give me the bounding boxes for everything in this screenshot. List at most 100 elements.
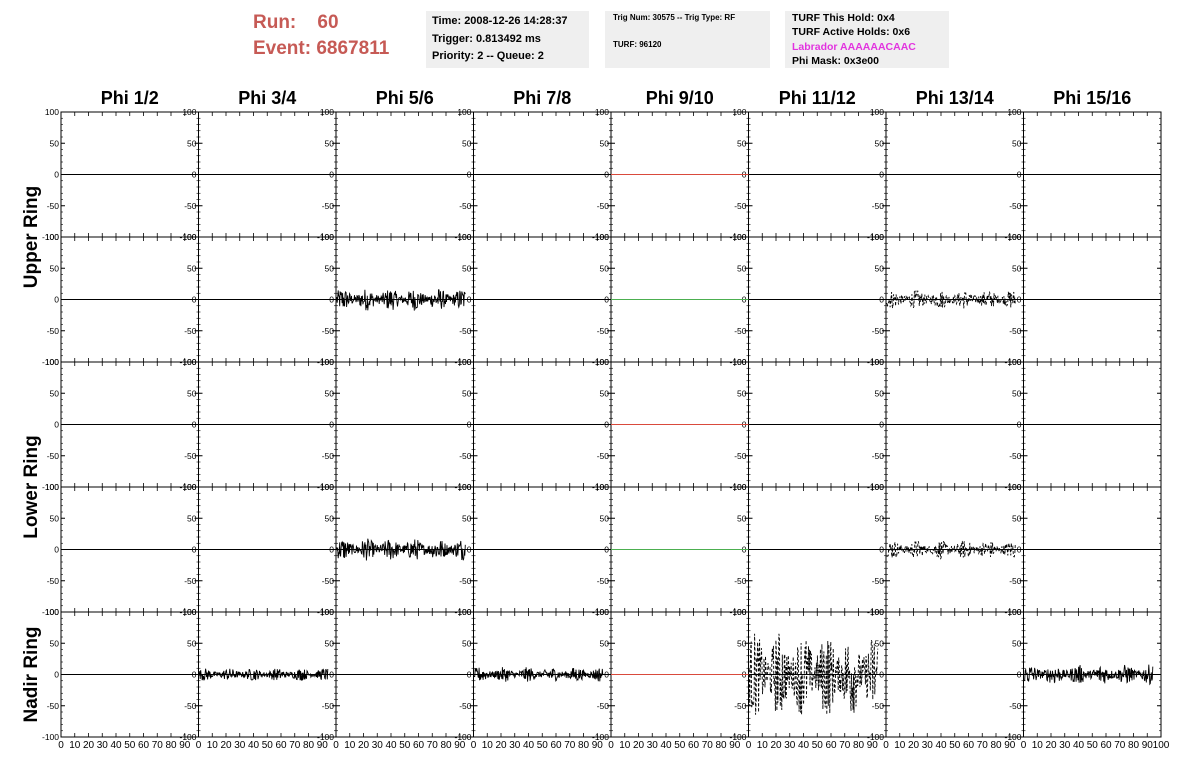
y-tick-label: 0 <box>1017 670 1022 680</box>
x-tick-label: 80 <box>303 740 315 751</box>
y-tick-label: -100 <box>42 607 59 617</box>
y-tick-label: 100 <box>320 482 334 492</box>
y-tick-label: -50 <box>872 576 885 586</box>
y-tick-label: 0 <box>604 170 609 180</box>
y-tick-label: -50 <box>597 201 610 211</box>
row-group-label: Lower Ring <box>21 435 42 538</box>
x-tick-label: 50 <box>537 740 549 751</box>
y-tick-label: 100 <box>870 357 884 367</box>
y-tick-label: 100 <box>595 607 609 617</box>
y-tick-label: 0 <box>54 295 59 305</box>
x-tick-label: 90 <box>1142 740 1154 751</box>
run-label: Run: <box>253 12 297 33</box>
y-tick-label: -100 <box>42 357 59 367</box>
column-header: Phi 9/10 <box>646 88 714 108</box>
y-tick-label: 100 <box>45 107 59 117</box>
y-tick-label: -50 <box>459 576 472 586</box>
y-tick-label: 100 <box>870 107 884 117</box>
x-tick-label: 20 <box>220 740 232 751</box>
column-header: Phi 13/14 <box>916 88 994 108</box>
x-tick-label: 60 <box>275 740 287 751</box>
y-tick-label: -100 <box>454 732 471 742</box>
x-tick-label: 10 <box>619 740 631 751</box>
y-tick-label: 0 <box>1017 545 1022 555</box>
y-tick-label: 0 <box>467 295 472 305</box>
y-tick-label: 100 <box>457 357 471 367</box>
x-tick-label: 60 <box>963 740 975 751</box>
x-tick-label: 80 <box>578 740 590 751</box>
x-tick-label: 0 <box>58 740 64 751</box>
row-group-label: Nadir Ring <box>21 626 42 722</box>
x-tick-label: 70 <box>1114 740 1126 751</box>
y-tick-label: 0 <box>1017 420 1022 430</box>
x-tick-label: 70 <box>977 740 989 751</box>
x-tick-label: 50 <box>262 740 274 751</box>
x-tick-label: 80 <box>440 740 452 751</box>
run-value: 60 <box>317 12 339 33</box>
y-tick-label: 50 <box>875 513 885 523</box>
y-tick-label: -50 <box>734 576 747 586</box>
x-tick-label: 20 <box>83 740 95 751</box>
y-tick-label: -50 <box>1009 701 1022 711</box>
x-tick-label: 50 <box>674 740 686 751</box>
y-tick-label: -50 <box>872 201 885 211</box>
y-tick-label: -50 <box>1009 576 1022 586</box>
y-tick-label: -100 <box>42 732 59 742</box>
y-tick-label: -50 <box>47 576 60 586</box>
y-tick-label: 100 <box>45 232 59 242</box>
x-tick-label: 0 <box>883 740 889 751</box>
x-tick-label: 90 <box>317 740 329 751</box>
y-tick-label: -50 <box>459 326 472 336</box>
y-tick-label: 50 <box>325 513 335 523</box>
y-tick-label: 50 <box>187 388 197 398</box>
x-tick-label: 0 <box>196 740 202 751</box>
column-header: Phi 15/16 <box>1053 88 1131 108</box>
x-tick-label: 50 <box>1087 740 1099 751</box>
y-tick-label: -100 <box>1004 732 1021 742</box>
x-tick-label: 80 <box>1128 740 1140 751</box>
y-tick-label: -50 <box>597 326 610 336</box>
y-tick-label: -100 <box>867 732 884 742</box>
y-tick-label: 100 <box>732 357 746 367</box>
y-tick-label: 50 <box>187 138 197 148</box>
y-tick-label: 0 <box>54 420 59 430</box>
labrador-text: Labrador AAAAAACAAC <box>792 40 916 53</box>
waveform-trace <box>1023 664 1154 686</box>
x-tick-label: 30 <box>509 740 521 751</box>
x-tick-label: 40 <box>798 740 810 751</box>
x-tick-label: 50 <box>812 740 824 751</box>
x-tick-label: 40 <box>248 740 260 751</box>
y-tick-label: 100 <box>732 232 746 242</box>
trig-num-text: Trig Num: 30575 -- Trig Type: RF <box>613 13 736 22</box>
y-tick-label: 100 <box>1007 482 1021 492</box>
x-tick-label: 70 <box>839 740 851 751</box>
y-tick-label: -50 <box>322 201 335 211</box>
x-tick-label: 50 <box>399 740 411 751</box>
x-tick-label: 30 <box>372 740 384 751</box>
y-tick-label: 50 <box>1012 263 1022 273</box>
y-tick-label: 0 <box>329 295 334 305</box>
y-tick-label: -50 <box>47 701 60 711</box>
y-tick-label: -50 <box>47 201 60 211</box>
x-tick-label: 10 <box>69 740 81 751</box>
y-tick-label: 50 <box>462 388 472 398</box>
x-tick-label: 10 <box>1032 740 1044 751</box>
y-tick-label: 100 <box>457 482 471 492</box>
y-tick-label: 50 <box>875 138 885 148</box>
y-tick-label: 100 <box>1007 607 1021 617</box>
x-tick-label: 10 <box>207 740 219 751</box>
x-tick-label: 80 <box>165 740 177 751</box>
x-tick-label: 90 <box>592 740 604 751</box>
y-tick-label: 50 <box>600 638 610 648</box>
y-tick-label: -50 <box>322 576 335 586</box>
y-tick-label: 0 <box>467 420 472 430</box>
y-tick-label: 100 <box>870 607 884 617</box>
turf-text: TURF: 96120 <box>613 40 662 49</box>
x-tick-label: 70 <box>564 740 576 751</box>
y-tick-label: 100 <box>732 607 746 617</box>
y-tick-label: 0 <box>467 670 472 680</box>
y-tick-label: 100 <box>870 232 884 242</box>
waveform-trace <box>886 540 1016 560</box>
turf-active-holds-text: TURF Active Holds: 0x6 <box>792 26 911 39</box>
y-tick-label: -50 <box>322 326 335 336</box>
